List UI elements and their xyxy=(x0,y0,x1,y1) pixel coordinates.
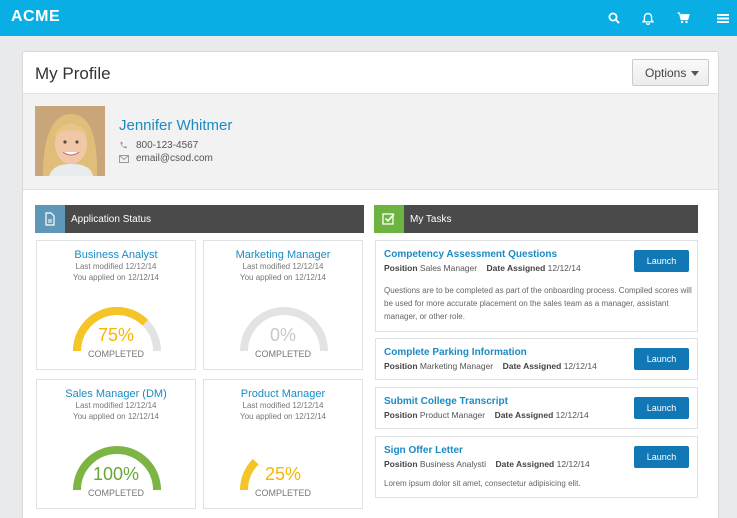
profile-summary: Jennifer Whitmer 800-123-4567 email@csod… xyxy=(23,94,718,190)
applied-date: You applied on 12/12/14 xyxy=(239,273,326,282)
application-title[interactable]: Marketing Manager xyxy=(235,249,331,261)
task-title[interactable]: Complete Parking Information xyxy=(384,347,527,358)
progress-percent: 100% xyxy=(92,464,140,484)
application-card[interactable]: Marketing Manager Last modified 12/12/14… xyxy=(203,240,363,370)
progress-percent: 0% xyxy=(269,325,296,345)
application-card[interactable]: Sales Manager (DM) Last modified 12/12/1… xyxy=(36,379,196,509)
progress-status: COMPLETED xyxy=(254,349,311,359)
task-card: Competency Assessment Questions Position… xyxy=(375,240,698,332)
progress-percent: 75% xyxy=(97,325,135,345)
application-status-header: Application Status xyxy=(35,205,364,233)
task-meta: Position Product Manager Date Assigned 1… xyxy=(384,410,589,420)
application-title[interactable]: Sales Manager (DM) xyxy=(65,388,167,400)
application-card[interactable]: Product Manager Last modified 12/12/14 Y… xyxy=(203,379,363,509)
avatar xyxy=(35,106,105,176)
last-modified: Last modified 12/12/14 xyxy=(75,401,157,410)
applied-date: You applied on 12/12/14 xyxy=(72,273,159,282)
profile-name: Jennifer Whitmer xyxy=(119,117,233,134)
caret-down-icon xyxy=(691,71,699,76)
application-status-title: Application Status xyxy=(71,213,152,225)
progress-status: COMPLETED xyxy=(87,349,144,359)
progress-gauge xyxy=(239,446,328,491)
bell-icon[interactable] xyxy=(640,10,656,26)
progress-gauge xyxy=(73,306,161,352)
application-title[interactable]: Product Manager xyxy=(240,388,326,400)
profile-panel: My Profile Options Jennifer Whitmer 800-… xyxy=(22,51,719,518)
my-tasks-header: My Tasks xyxy=(374,205,698,233)
top-bar: ACME xyxy=(0,0,737,36)
progress-gauge xyxy=(73,446,161,491)
launch-button[interactable]: Launch xyxy=(634,348,689,370)
menu-icon[interactable] xyxy=(715,10,731,26)
document-icon xyxy=(35,205,65,233)
last-modified: Last modified 12/12/14 xyxy=(242,401,324,410)
my-tasks-title: My Tasks xyxy=(410,213,452,225)
phone-number: 800-123-4567 xyxy=(136,140,199,151)
last-modified: Last modified 12/12/14 xyxy=(242,262,324,271)
task-description: Questions are to be completed as part of… xyxy=(384,286,692,321)
task-description: Lorem ipsum dolor sit amet, consectetur … xyxy=(384,479,581,488)
progress-percent: 25% xyxy=(264,464,302,484)
phone-row: 800-123-4567 xyxy=(119,140,198,151)
task-meta: Position Marketing Manager Date Assigned… xyxy=(384,361,597,371)
email-address[interactable]: email@csod.com xyxy=(136,153,213,164)
phone-icon xyxy=(119,141,131,150)
launch-button[interactable]: Launch xyxy=(634,250,689,272)
task-card: Sign Offer Letter Position Business Anal… xyxy=(375,436,698,498)
progress-status: COMPLETED xyxy=(87,488,144,498)
task-card: Submit College Transcript Position Produ… xyxy=(375,387,698,429)
options-label: Options xyxy=(645,65,687,80)
task-title[interactable]: Sign Offer Letter xyxy=(384,445,463,456)
search-icon[interactable] xyxy=(606,10,622,26)
application-card[interactable]: Business Analyst Last modified 12/12/14 … xyxy=(36,240,196,370)
task-meta: Position Business Analysti Date Assigned… xyxy=(384,459,590,469)
task-meta: Position Sales Manager Date Assigned 12/… xyxy=(384,263,581,273)
applied-date: You applied on 12/12/14 xyxy=(72,412,159,421)
envelope-icon xyxy=(119,154,131,163)
options-dropdown[interactable]: Options xyxy=(632,59,709,86)
launch-button[interactable]: Launch xyxy=(634,446,689,468)
email-row: email@csod.com xyxy=(119,153,213,164)
checkbox-icon xyxy=(374,205,404,233)
launch-button[interactable]: Launch xyxy=(634,397,689,419)
progress-gauge xyxy=(240,307,328,352)
last-modified: Last modified 12/12/14 xyxy=(75,262,157,271)
application-title[interactable]: Business Analyst xyxy=(74,249,158,261)
applied-date: You applied on 12/12/14 xyxy=(239,412,326,421)
cart-icon[interactable] xyxy=(675,10,691,26)
panel-header: My Profile Options xyxy=(23,52,718,94)
brand-logo[interactable]: ACME xyxy=(11,8,61,25)
progress-status: COMPLETED xyxy=(254,488,311,498)
task-title[interactable]: Submit College Transcript xyxy=(384,396,508,407)
task-title[interactable]: Competency Assessment Questions xyxy=(384,249,558,260)
page-title: My Profile xyxy=(35,64,111,83)
task-card: Complete Parking Information Position Ma… xyxy=(375,338,698,380)
